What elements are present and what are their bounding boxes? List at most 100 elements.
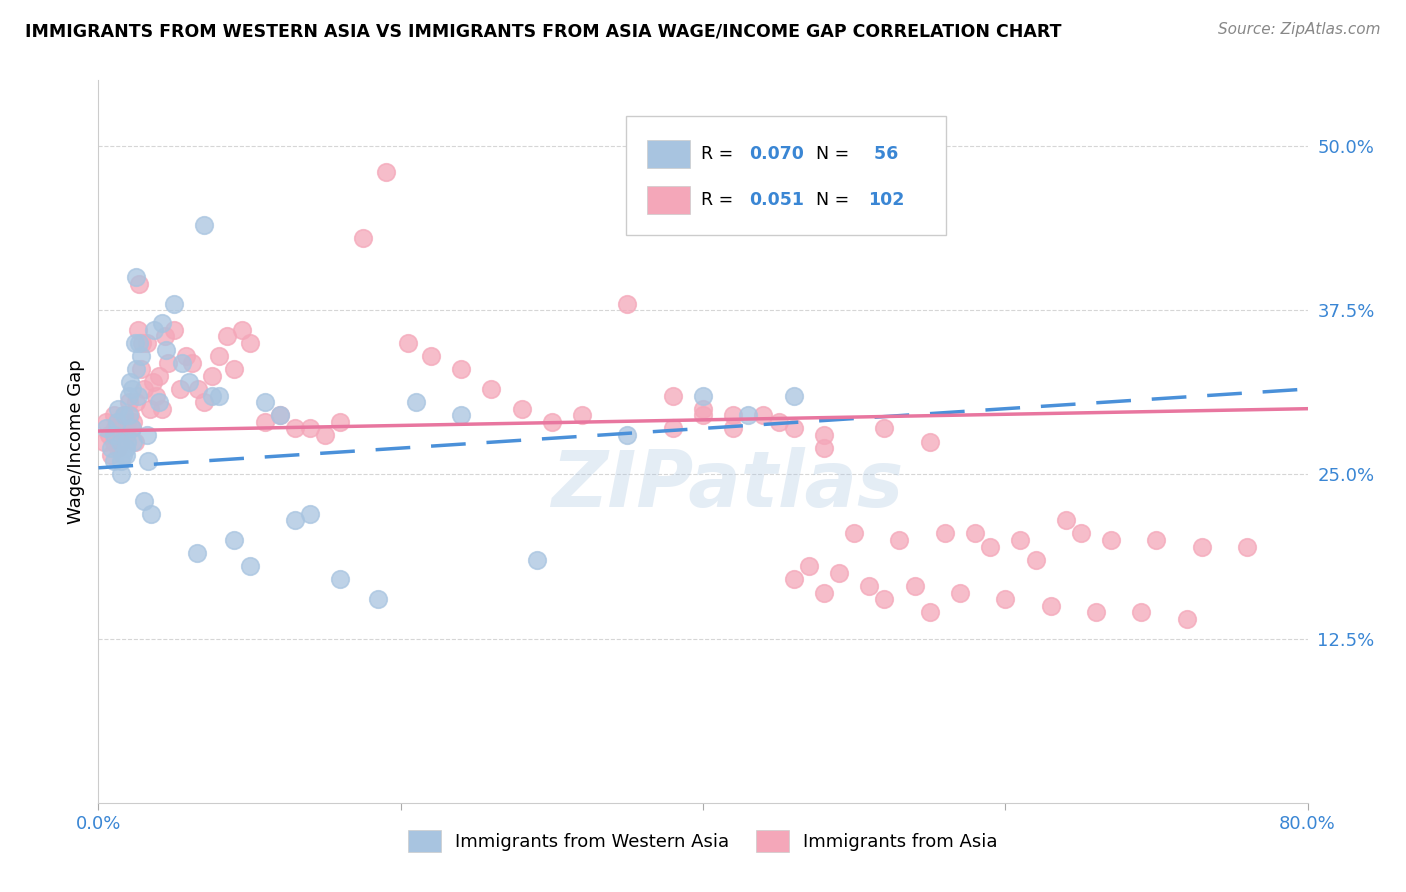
Point — [783, 388, 806, 402]
Point — [269, 409, 291, 423]
Point — [828, 566, 851, 580]
Point — [128, 277, 150, 291]
Point — [858, 579, 880, 593]
Point — [127, 323, 149, 337]
Point — [1144, 533, 1167, 547]
Point — [118, 395, 141, 409]
Point — [201, 368, 224, 383]
Point — [540, 415, 562, 429]
Point — [170, 356, 193, 370]
Point — [873, 421, 896, 435]
Point — [135, 428, 157, 442]
Point — [105, 415, 128, 429]
Point — [111, 421, 134, 435]
Text: R =: R = — [700, 191, 738, 209]
Point — [510, 401, 533, 416]
Point — [253, 415, 276, 429]
Point — [420, 349, 443, 363]
Point — [1054, 513, 1077, 527]
Point — [873, 592, 896, 607]
Text: 0.070: 0.070 — [749, 145, 804, 162]
Point — [143, 323, 166, 337]
Point — [179, 376, 201, 390]
Point — [100, 441, 122, 455]
Point — [783, 573, 806, 587]
Point — [141, 507, 163, 521]
Point — [132, 493, 155, 508]
Point — [481, 382, 503, 396]
Point — [174, 349, 197, 363]
Text: ZIPatlas: ZIPatlas — [551, 447, 903, 523]
Point — [737, 409, 759, 423]
Point — [193, 395, 215, 409]
Point — [208, 349, 231, 363]
Point — [904, 579, 927, 593]
Point — [934, 526, 956, 541]
Point — [110, 467, 132, 482]
Point — [129, 362, 152, 376]
Point — [103, 434, 125, 449]
Point — [122, 434, 145, 449]
Point — [114, 448, 136, 462]
Point — [224, 533, 246, 547]
Point — [128, 336, 150, 351]
Point — [889, 533, 911, 547]
Point — [125, 362, 148, 376]
Point — [124, 434, 146, 449]
Point — [526, 553, 548, 567]
Point — [150, 316, 173, 330]
Point — [103, 428, 125, 442]
Point — [104, 421, 127, 435]
Point — [121, 421, 143, 435]
Point — [797, 559, 820, 574]
Point — [314, 428, 336, 442]
Point — [120, 376, 142, 390]
Point — [215, 329, 238, 343]
Text: 102: 102 — [869, 191, 904, 209]
Point — [153, 329, 176, 343]
Point — [125, 395, 148, 409]
Point — [616, 428, 638, 442]
Point — [94, 421, 117, 435]
Y-axis label: Wage/Income Gap: Wage/Income Gap — [66, 359, 84, 524]
Point — [131, 336, 153, 351]
Point — [129, 349, 152, 363]
Point — [231, 323, 253, 337]
Point — [118, 409, 141, 423]
Point — [692, 401, 714, 416]
Text: N =: N = — [817, 191, 855, 209]
Point — [1236, 540, 1258, 554]
Point — [352, 231, 374, 245]
Point — [616, 296, 638, 310]
Point — [103, 454, 125, 468]
Point — [239, 336, 262, 351]
Point — [142, 376, 165, 390]
Point — [125, 270, 148, 285]
Point — [844, 526, 866, 541]
Point — [139, 401, 162, 416]
Point — [169, 382, 191, 396]
Point — [723, 421, 745, 435]
Point — [114, 428, 136, 442]
Point — [110, 454, 132, 468]
Point — [752, 409, 775, 423]
Point — [193, 218, 215, 232]
Point — [783, 421, 806, 435]
Point — [107, 441, 129, 455]
Point — [145, 388, 167, 402]
Point — [224, 362, 246, 376]
Point — [115, 434, 138, 449]
Point — [93, 434, 115, 449]
Point — [813, 585, 835, 599]
Point — [299, 421, 322, 435]
Point — [122, 415, 145, 429]
Point — [1085, 605, 1108, 619]
Point — [105, 428, 128, 442]
Point — [813, 428, 835, 442]
Point — [329, 573, 352, 587]
Point — [127, 388, 149, 402]
Point — [1191, 540, 1213, 554]
Point — [329, 415, 352, 429]
Point — [374, 165, 396, 179]
Text: N =: N = — [817, 145, 855, 162]
